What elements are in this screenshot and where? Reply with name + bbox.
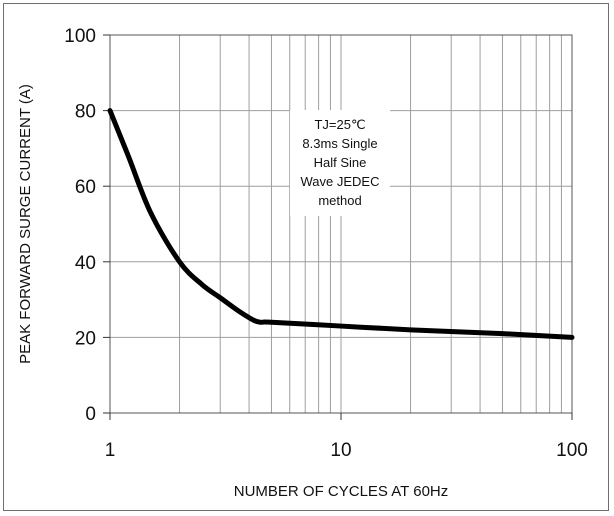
- grid: [110, 35, 572, 413]
- x-tick-label: 1: [105, 440, 116, 461]
- surge-current-curve: [107, 108, 575, 340]
- x-axis-title: NUMBER OF CYCLES AT 60Hz: [234, 483, 449, 500]
- annotation-line: TJ=25℃: [314, 117, 365, 132]
- annotation-box: [290, 110, 390, 216]
- series-layer: [107, 108, 575, 340]
- y-axis-title: PEAK FORWARD SURGE CURRENT (A): [17, 84, 34, 364]
- y-tick-label: 40: [75, 253, 96, 274]
- x-tick-label: 100: [556, 440, 588, 461]
- y-tick-label: 20: [75, 328, 96, 349]
- annotation-line: method: [318, 193, 361, 208]
- chart-frame: [3, 3, 609, 511]
- test-condition-annotation: TJ=25℃ 8.3ms Single Half Sine Wave JEDEC met…: [301, 117, 380, 208]
- y-tick-label: 100: [64, 26, 96, 47]
- y-tick-label: 60: [75, 177, 96, 198]
- annotation-line: Half Sine: [314, 155, 367, 170]
- annotation-line: Wave JEDEC: [301, 174, 380, 189]
- annotation-line: 8.3ms Single: [302, 136, 377, 151]
- x-tick-label: 10: [330, 440, 351, 461]
- axis-ticks: 0 20 40 60 80 100 1 10 100: [64, 26, 588, 461]
- y-tick-label: 0: [85, 404, 96, 425]
- y-tick-label: 80: [75, 102, 96, 123]
